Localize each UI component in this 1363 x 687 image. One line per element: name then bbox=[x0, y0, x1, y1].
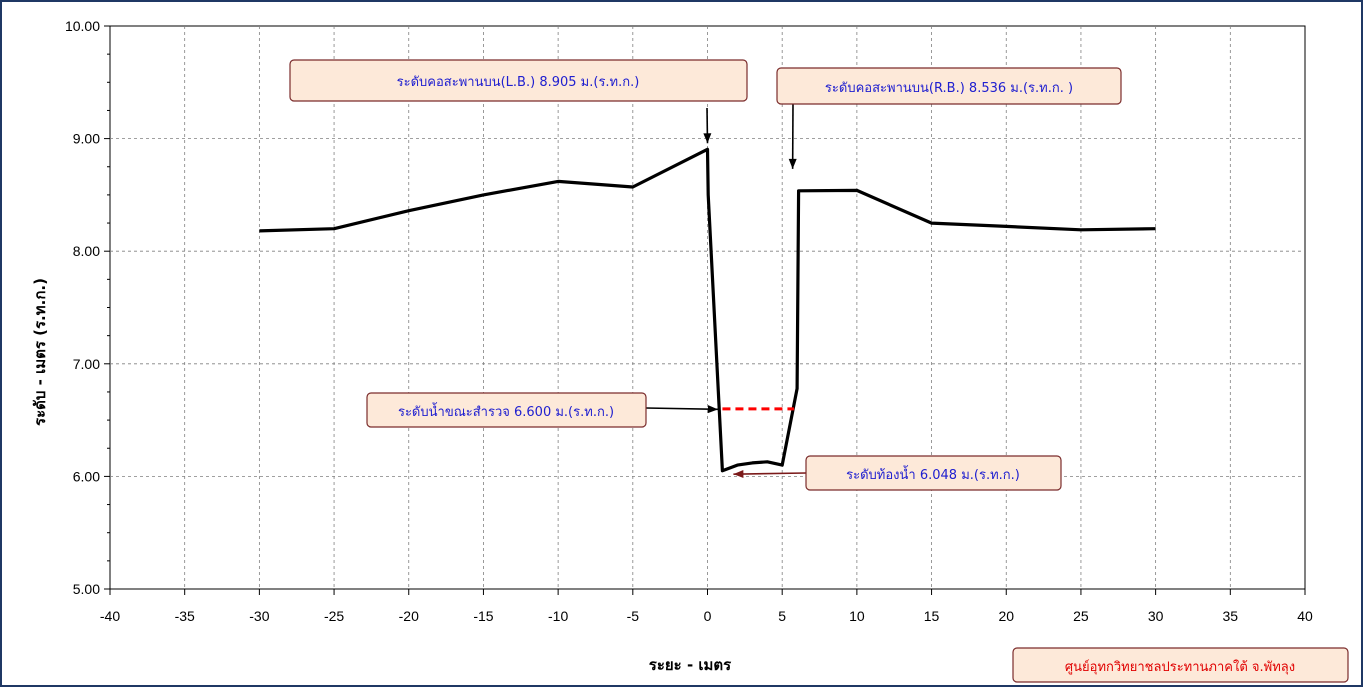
callout-rb: ระดับคอสะพานบน(R.B.) 8.536 ม.(ร.ท.ก. ) bbox=[776, 67, 1122, 105]
arrow-water-level-head bbox=[707, 405, 718, 414]
y-tick-label: 8.00 bbox=[73, 243, 100, 259]
callout-water-level-text: ระดับน้ำขณะสำรวจ 6.600 ม.(ร.ท.ก.) bbox=[398, 402, 614, 420]
y-tick-label: 5.00 bbox=[73, 581, 100, 597]
callout-bed-text: ระดับท้องน้ำ 6.048 ม.(ร.ท.ก.) bbox=[846, 465, 1020, 483]
grid bbox=[110, 26, 1305, 589]
x-tick-label: 25 bbox=[1073, 608, 1089, 624]
arrow-rb-head bbox=[788, 158, 797, 169]
x-tick-label: 15 bbox=[924, 608, 940, 624]
x-tick-label: 10 bbox=[849, 608, 865, 624]
x-tick-label: 20 bbox=[998, 608, 1014, 624]
credit-text: ศูนย์อุทกวิทยาชลประทานภาคใต้ จ.พัทลุง bbox=[1065, 659, 1295, 675]
series-group bbox=[259, 147, 1156, 473]
arrow-water-level bbox=[645, 407, 718, 411]
y-axis: 5.00 6.00 7.00 8.00 9.00 10.00 bbox=[65, 18, 110, 597]
y-axis-title: ระดับ - เมตร (ร.ท.ก.) bbox=[31, 278, 49, 426]
x-axis: -40 -35 -30 -25 -20 -15 -10 -5 0 5 10 15 20 25 30 35 40 bbox=[100, 589, 1313, 624]
x-tick-label: -5 bbox=[627, 608, 640, 624]
callout-bed: ระดับท้องน้ำ 6.048 ม.(ร.ท.ก.) bbox=[805, 455, 1062, 491]
x-tick-label: 30 bbox=[1148, 608, 1164, 624]
x-tick-label: -35 bbox=[175, 608, 195, 624]
x-tick-label: -30 bbox=[249, 608, 269, 624]
x-tick-label: 35 bbox=[1223, 608, 1239, 624]
x-tick-label: -20 bbox=[399, 608, 419, 624]
y-tick-label: 10.00 bbox=[65, 18, 100, 34]
y-tick-label: 9.00 bbox=[73, 131, 100, 147]
arrow-bed-head bbox=[733, 469, 744, 478]
x-tick-label: -40 bbox=[100, 608, 120, 624]
callout-water-level: ระดับน้ำขณะสำรวจ 6.600 ม.(ร.ท.ก.) bbox=[366, 392, 647, 428]
x-axis-title: ระยะ - เมตร bbox=[649, 656, 732, 674]
annotation-arrows bbox=[645, 103, 807, 478]
x-tick-label: -10 bbox=[548, 608, 568, 624]
profile-line bbox=[259, 147, 1156, 473]
x-tick-label: -15 bbox=[473, 608, 493, 624]
arrow-bed bbox=[733, 472, 807, 475]
y-tick-label: 7.00 bbox=[73, 356, 100, 372]
x-tick-label: -25 bbox=[324, 608, 344, 624]
x-tick-label: 0 bbox=[704, 608, 712, 624]
y-tick-label: 6.00 bbox=[73, 468, 100, 484]
x-tick-label: 40 bbox=[1297, 608, 1313, 624]
callout-lb-text: ระดับคอสะพานบน(L.B.) 8.905 ม.(ร.ท.ก.) bbox=[397, 75, 640, 90]
x-tick-label: 5 bbox=[778, 608, 786, 624]
callout-rb-text: ระดับคอสะพานบน(R.B.) 8.536 ม.(ร.ท.ก. ) bbox=[825, 81, 1073, 96]
credit-box: ศูนย์อุทกวิทยาชลประทานภาคใต้ จ.พัทลุง bbox=[1012, 647, 1349, 683]
arrow-lb-head bbox=[703, 133, 712, 144]
callout-lb: ระดับคอสะพานบน(L.B.) 8.905 ม.(ร.ท.ก.) bbox=[289, 59, 748, 102]
